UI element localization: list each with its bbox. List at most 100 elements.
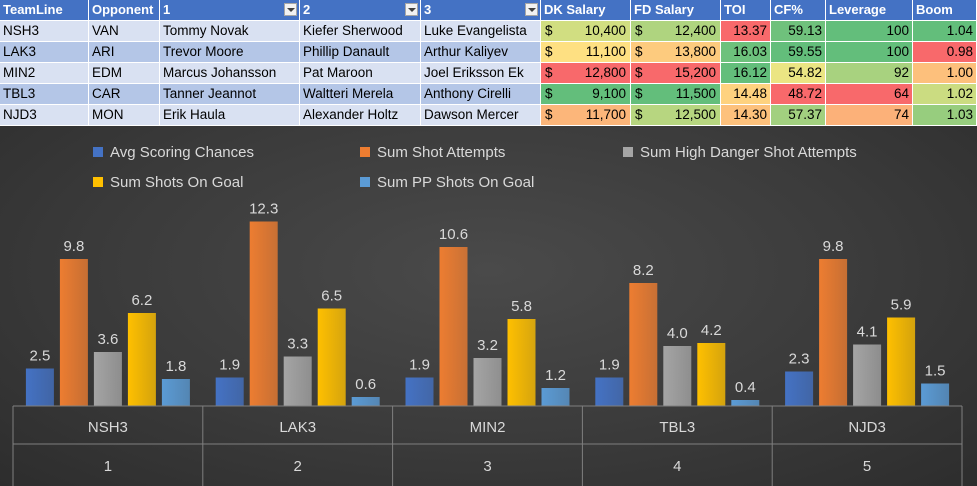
column-header-teamline: TeamLine (0, 0, 89, 21)
data-label: 4.1 (857, 324, 878, 341)
legend-label: Avg Scoring Chances (110, 144, 254, 161)
legend-swatch (93, 177, 103, 187)
salary-value: 11,700 (585, 107, 626, 122)
column-header-player-1: 1 (160, 0, 300, 21)
data-label: 5.8 (511, 298, 532, 315)
currency-symbol: $ (635, 86, 643, 101)
legend-item-sum-shot-attempts: Sum Shot Attempts (360, 144, 505, 162)
legend-swatch (360, 147, 370, 157)
cell-fd-salary: $12,500 (631, 105, 721, 126)
cell-cf-pct: 57.37 (771, 105, 826, 126)
cell-dk-salary: $12,800 (541, 63, 631, 84)
legend-item-avg-scoring-chances: Avg Scoring Chances (93, 144, 254, 162)
cell-player-2: Kiefer Sherwood (300, 21, 421, 42)
filter-dropdown-icon[interactable] (284, 3, 297, 16)
x-tick-index-label: 4 (673, 458, 681, 475)
cell-player-2: Waltteri Merela (300, 84, 421, 105)
data-label: 1.8 (165, 358, 186, 375)
cell-opponent: MON (89, 105, 160, 126)
bar-lak3-series-2 (249, 221, 278, 406)
column-header-fd-salary: FD Salary (631, 0, 721, 21)
data-label: 4.2 (701, 322, 722, 339)
x-tick-index-label: 2 (294, 458, 302, 475)
bar-chart: Avg Scoring Chances Sum Shot Attempts Su… (0, 126, 977, 486)
cell-boom: 0.98 (913, 42, 977, 63)
currency-symbol: $ (635, 44, 643, 59)
x-tick-index-label: 1 (104, 458, 112, 475)
data-label: 1.5 (925, 363, 946, 380)
bar-njd3-series-5 (921, 383, 950, 406)
bar-tbl3-series-5 (731, 400, 760, 406)
column-header-label: 1 (163, 2, 171, 17)
cell-boom: 1.00 (913, 63, 977, 84)
bar-nsh3-series-2 (59, 259, 88, 406)
column-header-label: FD Salary (634, 2, 694, 17)
currency-symbol: $ (545, 44, 553, 59)
cell-fd-salary: $13,800 (631, 42, 721, 63)
bar-nsh3-series-1 (25, 368, 54, 406)
data-label: 2.3 (789, 351, 810, 368)
x-tick-label: LAK3 (279, 419, 316, 436)
cell-player-3: Anthony Cirelli (421, 84, 541, 105)
bar-njd3-series-4 (887, 317, 916, 406)
legend-item-sum-high-danger-shot-attempts: Sum High Danger Shot Attempts (623, 144, 857, 162)
cell-opponent: EDM (89, 63, 160, 84)
cell-player-3: Arthur Kaliyev (421, 42, 541, 63)
column-header-label: Leverage (829, 2, 887, 17)
bar-lak3-series-3 (283, 356, 312, 406)
cell-boom: 1.02 (913, 84, 977, 105)
legend-item-sum-pp-shots-on-goal: Sum PP Shots On Goal (360, 174, 534, 192)
bar-njd3-series-2 (819, 259, 848, 406)
column-header-label: CF% (774, 2, 803, 17)
salary-value: 10,400 (584, 23, 626, 38)
x-tick-index-label: 5 (863, 458, 871, 475)
cell-opponent: VAN (89, 21, 160, 42)
filter-dropdown-icon[interactable] (525, 3, 538, 16)
bar-tbl3-series-2 (629, 283, 658, 406)
cell-fd-salary: $15,200 (631, 63, 721, 84)
salary-value: 12,400 (674, 23, 716, 38)
cell-toi: 14.48 (721, 84, 771, 105)
cell-boom: 1.04 (913, 21, 977, 42)
data-label: 9.8 (823, 238, 844, 255)
legend-label: Sum High Danger Shot Attempts (640, 144, 857, 161)
x-tick-label: NSH3 (88, 419, 128, 436)
cell-opponent: ARI (89, 42, 160, 63)
data-label: 1.2 (545, 367, 566, 384)
cell-player-2: Phillip Danault (300, 42, 421, 63)
data-label: 0.4 (735, 379, 756, 396)
x-tick-label: MIN2 (470, 419, 506, 436)
salary-value: 15,200 (674, 65, 716, 80)
data-label: 5.9 (891, 297, 912, 314)
data-label: 4.0 (667, 325, 688, 342)
column-header-label: Boom (916, 2, 953, 17)
legend-swatch (623, 147, 633, 157)
x-tick-label: TBL3 (659, 419, 695, 436)
filter-dropdown-icon[interactable] (405, 3, 418, 16)
bar-min2-series-1 (405, 377, 434, 406)
cell-teamline: LAK3 (0, 42, 89, 63)
column-header-label: TOI (724, 2, 746, 17)
cell-cf-pct: 59.13 (771, 21, 826, 42)
cell-toi: 14.30 (721, 105, 771, 126)
data-label: 0.6 (355, 376, 376, 393)
bar-nsh3-series-3 (93, 352, 122, 406)
bar-njd3-series-3 (853, 344, 882, 406)
column-header-dk-salary: DK Salary (541, 0, 631, 21)
column-header-label: 2 (303, 2, 311, 17)
legend-swatch (360, 177, 370, 187)
cell-player-2: Pat Maroon (300, 63, 421, 84)
cell-leverage: 64 (826, 84, 913, 105)
cell-player-3: Dawson Mercer (421, 105, 541, 126)
bar-lak3-series-1 (215, 377, 244, 406)
salary-value: 11,100 (585, 44, 626, 59)
data-label: 1.9 (409, 357, 430, 374)
cell-cf-pct: 59.55 (771, 42, 826, 63)
data-label: 9.8 (63, 238, 84, 255)
column-header-label: TeamLine (3, 2, 63, 17)
cell-fd-salary: $11,500 (631, 84, 721, 105)
legend-label: Sum PP Shots On Goal (377, 174, 535, 191)
cell-leverage: 74 (826, 105, 913, 126)
currency-symbol: $ (545, 23, 553, 38)
column-header-leverage: Leverage (826, 0, 913, 21)
